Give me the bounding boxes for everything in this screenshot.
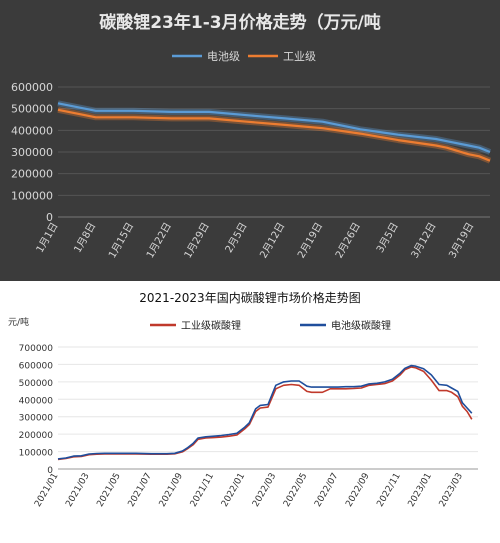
y-tick-label: 500000 [11,103,53,116]
x-tick-label: 2022/05 [282,472,309,509]
y-tick-label: 200000 [11,168,53,181]
x-tick-label: 2023/03 [438,472,465,509]
y-tick-label: 0 [46,211,53,224]
x-tick-label: 1月29日 [182,221,212,261]
chart-2-y-unit: 元/吨 [8,316,29,328]
x-tick-label: 2022/03 [251,472,278,509]
x-tick-label: 2022/11 [375,472,402,509]
x-tick-label: 3月12日 [409,221,439,261]
y-tick-label: 600000 [19,361,54,371]
legend-label: 工业级 [283,50,316,63]
chart-1-svg: 碳酸锂23年1-3月价格走势（万元/吨 电池级 工业级 0 100000 200000… [11,12,492,261]
y-tick-label: 500000 [19,379,54,389]
x-tick-label: 2021/01 [33,472,60,509]
y-tick-label: 0 [47,466,53,476]
x-tick-label: 3月5日 [374,221,401,255]
y-tick-label: 400000 [11,124,53,137]
chart-2-legend: 工业级碳酸锂 电池级碳酸锂 [150,319,391,332]
x-tick-label: 2021/03 [64,472,91,509]
x-tick-label: 2022/01 [220,472,247,509]
y-tick-label: 600000 [11,81,53,94]
x-tick-label: 2月12日 [257,221,287,261]
series-line [57,364,473,460]
chart-2-svg: 2021-2023年国内碳酸锂市场价格走势图 元/吨 工业级碳酸锂 电池级碳酸锂 … [8,290,478,509]
series-line [57,366,473,461]
x-tick-label: 2021/09 [158,471,185,509]
x-tick-label: 2021/05 [95,472,122,509]
y-tick-label: 700000 [19,344,54,354]
chart-1-series [57,100,492,164]
y-tick-label: 100000 [11,189,53,202]
chart-2-series [57,364,473,461]
chart-1-gridlines [58,86,490,218]
y-tick-label: 100000 [19,449,54,459]
chart-2-title: 2021-2023年国内碳酸锂市场价格走势图 [139,290,360,305]
x-tick-label: 3月19日 [446,221,476,261]
series-line [57,102,491,154]
x-tick-label: 1月1日 [34,221,61,255]
y-tick-label: 400000 [19,396,54,406]
legend-label: 工业级碳酸锂 [181,319,241,332]
chart-2-y-axis: 0 100000 200000 300000 400000 500000 600000 700… [19,344,54,476]
chart-2-panel: 2021-2023年国内碳酸锂市场价格走势图 元/吨 工业级碳酸锂 电池级碳酸锂 … [0,281,500,539]
x-tick-label: 1月15日 [106,221,136,261]
y-tick-label: 200000 [19,431,54,441]
chart-1-x-axis: 1月1日 1月8日 1月15日 1月22日 1月29日 2月5日 2月12日 2月19日 2月2… [34,216,490,261]
series-line [57,108,491,162]
y-tick-label: 300000 [19,414,54,424]
legend-label: 电池级 [207,50,240,63]
chart-1-title: 碳酸锂23年1-3月价格走势（万元/吨 [99,12,381,33]
chart-1-y-axis: 0 100000 200000 300000 400000 500000 600000 [11,81,53,224]
x-tick-label: 2023/01 [407,472,434,509]
x-tick-label: 2022/07 [313,472,340,509]
legend-label: 电池级碳酸锂 [331,319,391,332]
chart-1-panel: 碳酸锂23年1-3月价格走势（万元/吨 电池级 工业级 0 100000 200000… [0,0,500,281]
x-tick-label: 1月8日 [72,221,99,255]
x-tick-label: 2月19日 [295,221,325,261]
y-tick-label: 300000 [11,146,53,159]
x-tick-label: 2022/09 [344,471,371,509]
x-tick-label: 2021/07 [127,472,154,509]
x-tick-label: 2021/11 [189,472,216,509]
x-tick-label: 2月5日 [223,221,250,255]
x-tick-label: 2月26日 [333,221,363,261]
chart-2-x-axis: 2021/01 2021/03 2021/05 2021/07 2021/09 2021/… [33,468,478,509]
chart-1-legend: 电池级 工业级 [172,50,316,63]
x-tick-label: 1月22日 [144,221,174,261]
